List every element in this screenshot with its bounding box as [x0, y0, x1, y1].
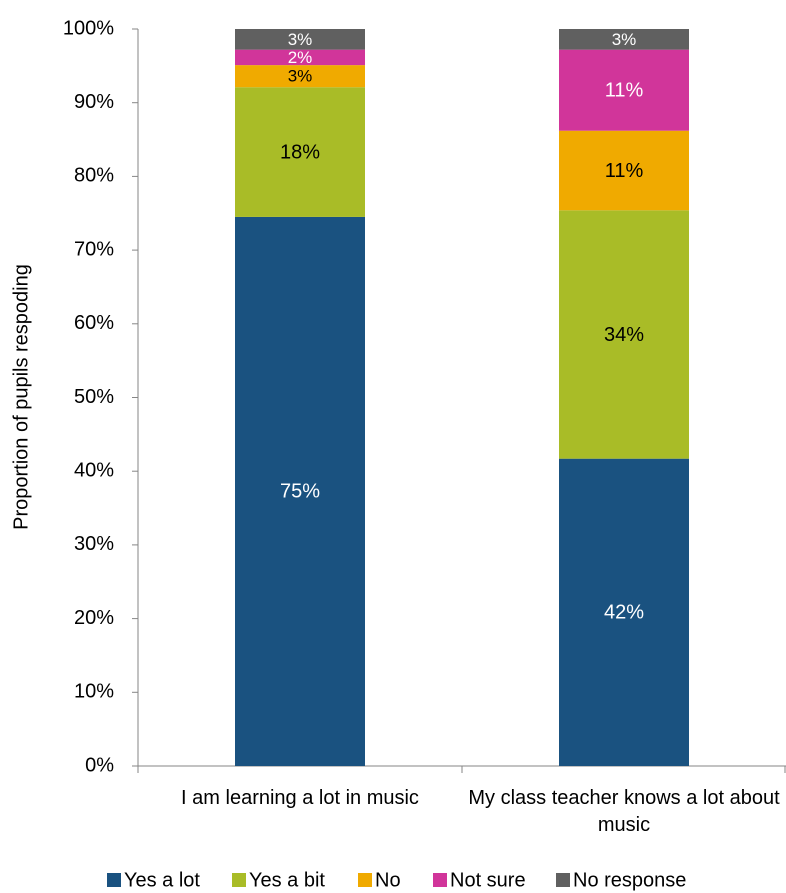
bar-segment [559, 458, 689, 766]
y-axis-title: Proportion of pupils respoding [10, 264, 32, 530]
bar-segment [235, 65, 365, 88]
y-tick-label: 50% [74, 386, 114, 408]
y-tick-label: 40% [74, 459, 114, 481]
legend-label: Yes a bit [249, 869, 325, 891]
data-label: 3% [288, 67, 313, 86]
y-tick-label: 20% [74, 607, 114, 629]
bar-segment [235, 29, 365, 50]
legend-swatch [556, 873, 570, 887]
y-tick-label: 10% [74, 681, 114, 703]
legend-label: Yes a lot [124, 869, 200, 891]
data-label: 11% [605, 79, 644, 101]
legend-swatch [358, 873, 372, 887]
y-tick-label: 60% [74, 312, 114, 334]
legend-swatch [107, 873, 121, 887]
x-tick-label: I am learning a lot in music [181, 787, 419, 809]
bar-segment [559, 49, 689, 131]
y-tick-label: 0% [85, 754, 114, 776]
x-tick-label: My class teacher knows a lot about music [468, 787, 780, 836]
bar-segment [559, 130, 689, 211]
legend-label: Not sure [450, 869, 526, 891]
data-label: 3% [612, 30, 637, 49]
bar-segment [235, 87, 365, 217]
y-tick-label: 90% [74, 91, 114, 113]
data-label: 11% [605, 160, 644, 182]
y-tick-label: 30% [74, 533, 114, 555]
legend-swatch [433, 873, 447, 887]
bar-segment [559, 29, 689, 50]
data-label: 75% [280, 481, 320, 503]
legend-label: No [375, 869, 401, 891]
legend-label: No response [573, 869, 686, 891]
y-tick-label: 70% [74, 238, 114, 260]
legend-swatch [232, 873, 246, 887]
bar-segment [235, 216, 365, 766]
data-label: 34% [604, 324, 644, 346]
y-tick-label: 100% [63, 17, 114, 39]
data-label: 2% [288, 48, 313, 67]
data-label: 42% [604, 602, 644, 624]
data-label: 3% [288, 30, 313, 49]
bar-segment [559, 210, 689, 459]
bar-segment [235, 49, 365, 66]
data-label: 18% [280, 141, 320, 163]
y-tick-label: 80% [74, 165, 114, 187]
